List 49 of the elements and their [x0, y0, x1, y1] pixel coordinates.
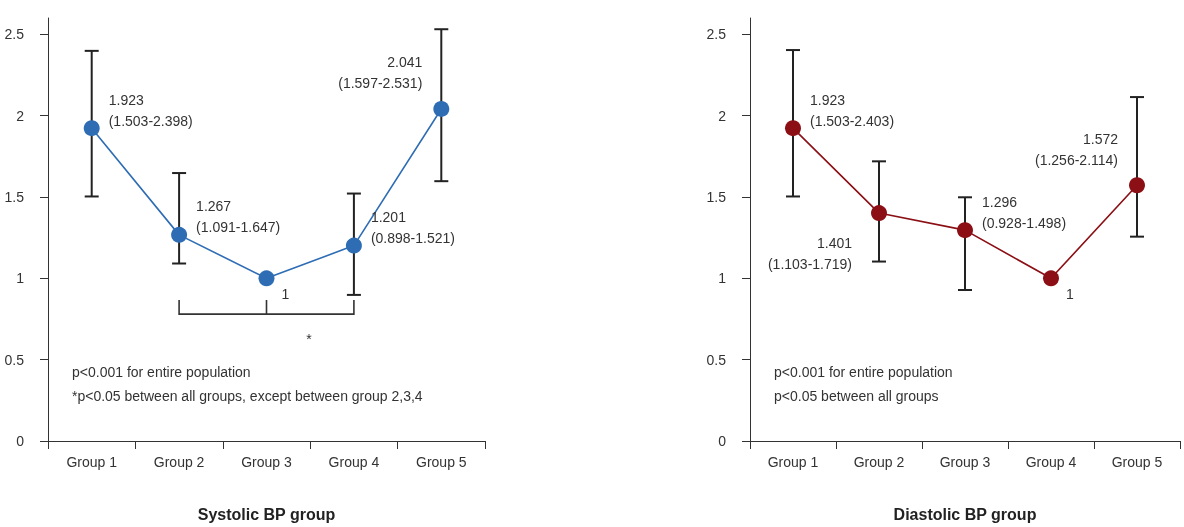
- x-tick-label: Group 3: [241, 454, 292, 470]
- annotation: p<0.001 for entire population: [72, 363, 251, 382]
- y-tick-label: 1: [718, 270, 727, 287]
- y-tick-label: 1.5: [706, 188, 727, 205]
- point: [1129, 177, 1145, 194]
- y-tick-label: 0: [16, 433, 25, 449]
- data-label: 1.401 (1.103-1.719): [767, 234, 853, 272]
- annotation: p<0.05 between all groups: [774, 387, 939, 406]
- x-tick-label: Group 1: [767, 454, 819, 470]
- data-label: 1.923 (1.503-2.403): [810, 91, 895, 129]
- data-label: 1.296 (0.928-1.498): [982, 193, 1067, 231]
- y-tick-label: 2: [718, 107, 727, 124]
- data-label: 1: [281, 286, 290, 303]
- data-label: 1.201 (0.898-1.521): [370, 209, 455, 247]
- annotation: p<0.001 for entire population: [774, 363, 953, 382]
- x-tick-label: Group 5: [1111, 454, 1163, 470]
- y-tick-label: 0.5: [4, 351, 25, 368]
- annotation: *: [306, 330, 312, 350]
- point: [871, 205, 887, 222]
- point: [433, 100, 450, 117]
- x-tick-label: Group 3: [939, 454, 991, 470]
- data-label: 1.572 (1.256-2.114): [1034, 130, 1119, 168]
- point: [258, 270, 275, 287]
- x-tick-label: Group 2: [853, 454, 905, 470]
- y-tick-label: 2.5: [706, 26, 727, 43]
- y-tick-label: 0: [718, 433, 727, 449]
- point: [1043, 270, 1059, 287]
- point: [957, 222, 973, 239]
- point: [171, 226, 188, 243]
- x-axis-title: Diastolic BP group: [893, 505, 1037, 523]
- point: [345, 237, 362, 254]
- data-label: 1: [1066, 286, 1074, 303]
- y-tick-label: 1: [16, 270, 25, 287]
- y-tick-label: 2: [16, 107, 25, 124]
- data-label: 2.041 (1.597-2.531): [338, 54, 423, 92]
- y-tick-label: 1.5: [4, 188, 25, 205]
- x-tick-label: Group 4: [328, 454, 380, 470]
- data-label: 1.267 (1.091-1.647): [196, 198, 281, 236]
- point: [83, 120, 100, 137]
- y-tick-label: 0.5: [706, 351, 727, 368]
- y-tick-label: 2.5: [4, 26, 25, 43]
- x-axis-title: Systolic BP group: [197, 505, 336, 523]
- data-label: 1.923 (1.503-2.398): [108, 91, 193, 129]
- point: [785, 120, 801, 137]
- x-tick-label: Group 1: [66, 454, 118, 470]
- x-tick-label: Group 5: [416, 454, 467, 470]
- x-tick-label: Group 2: [153, 454, 205, 470]
- x-tick-label: Group 4: [1025, 454, 1077, 470]
- annotation: *p<0.05 between all groups, except between group 2,3,4: [72, 387, 423, 406]
